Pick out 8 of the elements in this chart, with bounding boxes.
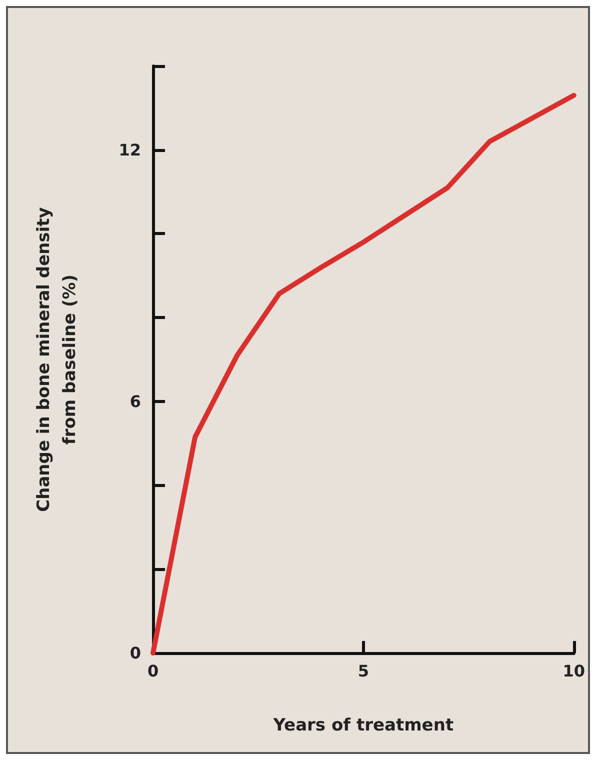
y-tick-label: 12 — [118, 140, 141, 160]
x-tick-label: 10 — [562, 662, 585, 680]
y-tick-label: 0 — [130, 644, 141, 662]
y-tick-label: 6 — [130, 392, 141, 411]
x-tick-label: 0 — [147, 662, 159, 680]
x-tick-label: 5 — [358, 662, 370, 680]
x-axis-title: Years of treatment — [272, 716, 454, 736]
y-axis-title: Change in bone mineral density from baseline (%) — [34, 207, 80, 512]
